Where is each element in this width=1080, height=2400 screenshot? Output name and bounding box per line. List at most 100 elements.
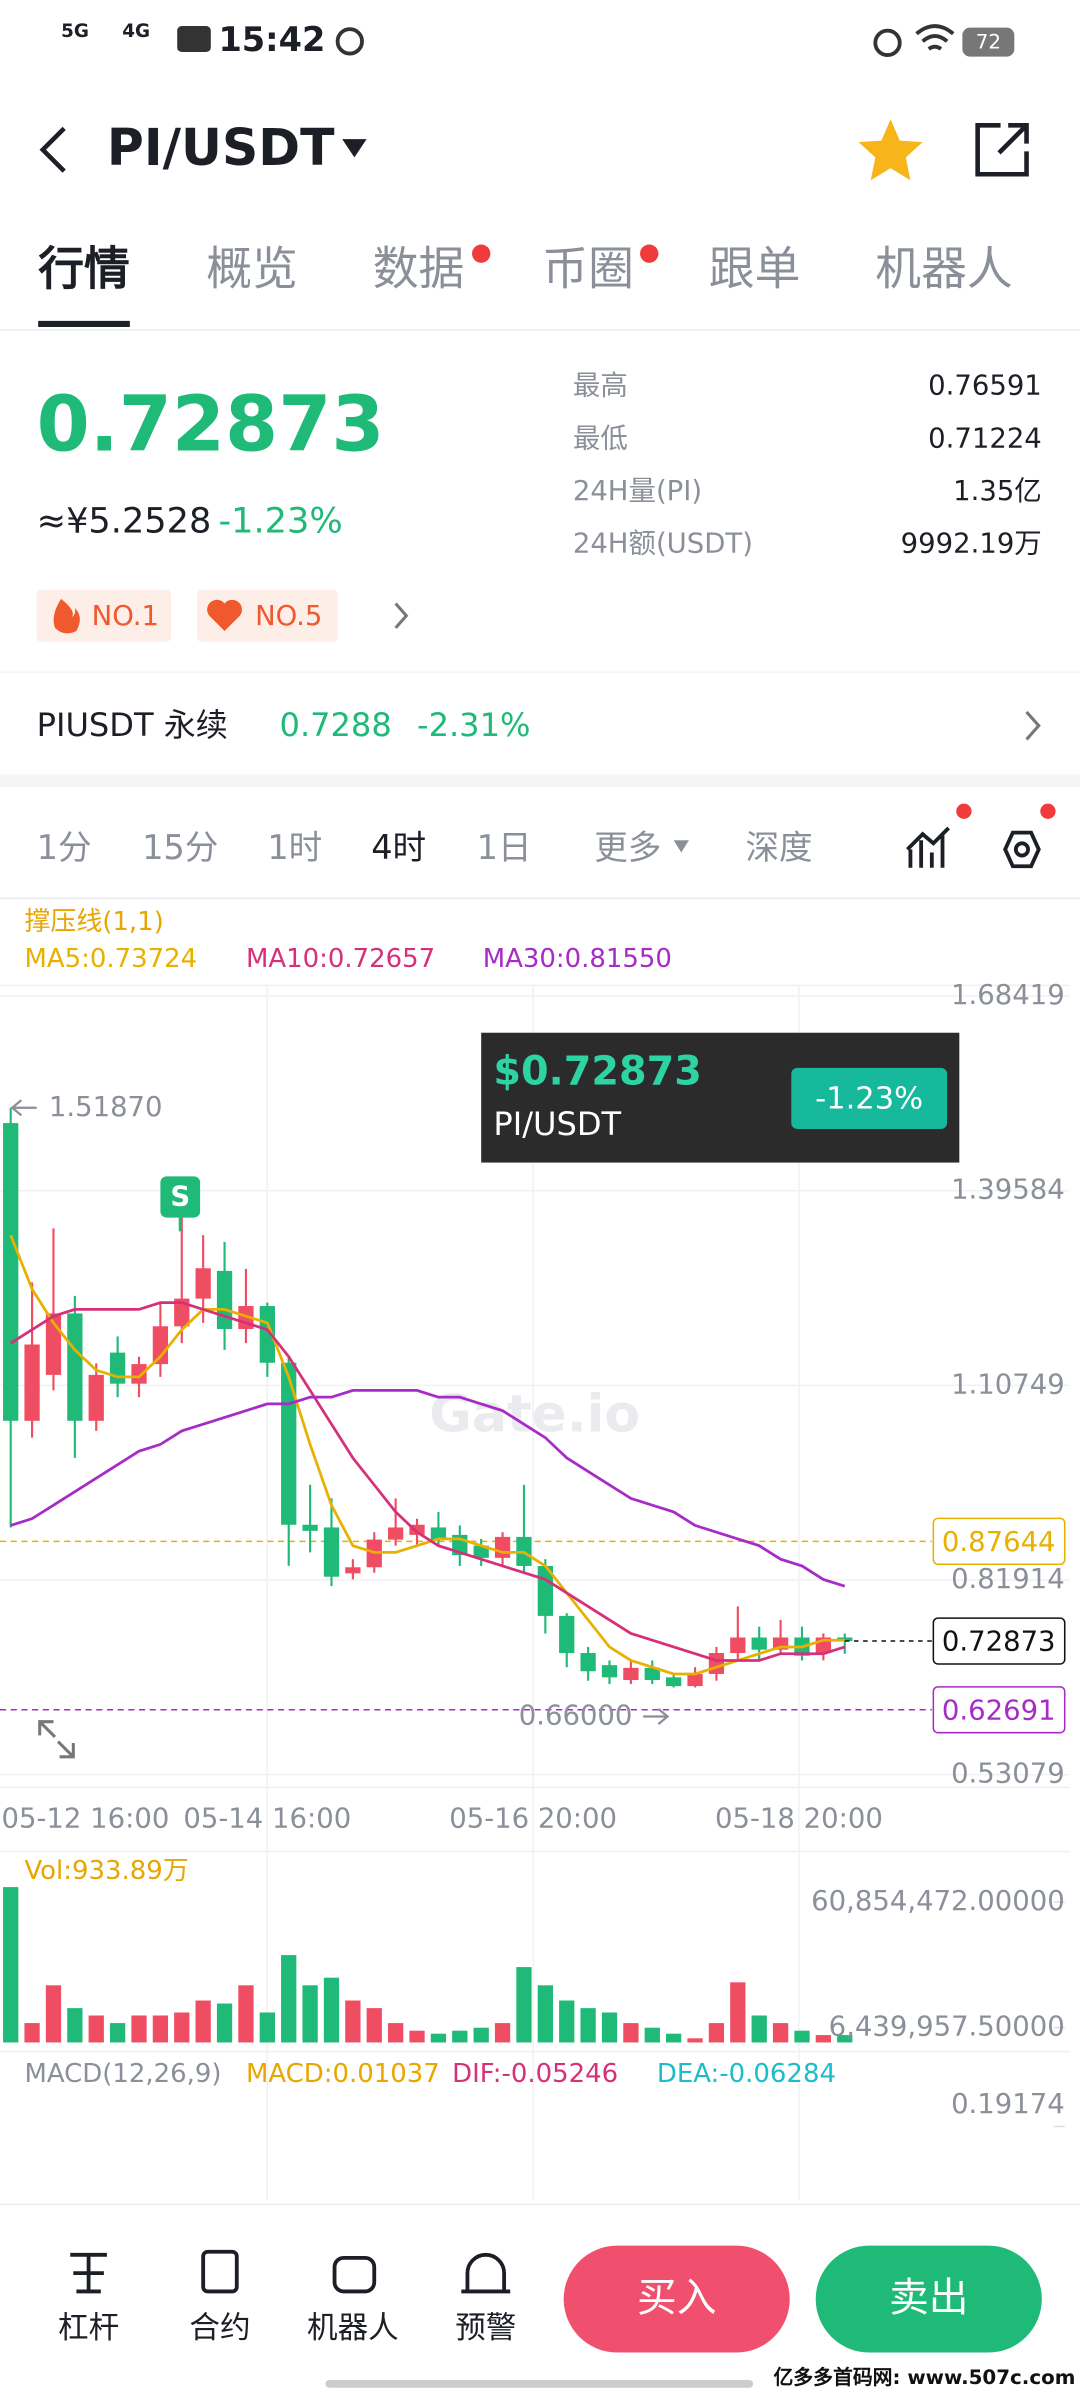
volume-bar bbox=[751, 2015, 767, 2043]
ma-legend: MA30:0.81550 bbox=[483, 944, 672, 974]
home-indicator bbox=[325, 2380, 754, 2388]
chevron[interactable] bbox=[394, 602, 409, 629]
tooltip-change: -1.23% bbox=[815, 1081, 923, 1116]
level-tag bbox=[932, 1517, 1066, 1566]
candle-body bbox=[281, 1362, 297, 1525]
indicator-button[interactable] bbox=[906, 826, 950, 868]
nav-icon bbox=[70, 2252, 107, 2294]
candle-body bbox=[730, 1637, 746, 1654]
volume-bar bbox=[601, 2012, 618, 2043]
back-button[interactable] bbox=[39, 126, 66, 173]
more-dropdown[interactable] bbox=[673, 840, 689, 853]
tab[interactable]: 机器人 bbox=[875, 241, 1012, 295]
tooltip-pair: PI/USDT bbox=[493, 1105, 621, 1143]
tab[interactable]: 概览 bbox=[206, 241, 298, 295]
cny-price: ≈¥5.2528 bbox=[37, 501, 212, 542]
interval[interactable]: 1时 bbox=[267, 828, 322, 867]
tab[interactable]: 跟单 bbox=[709, 241, 801, 295]
nav-icon bbox=[201, 2249, 239, 2294]
stat-label: 最低 bbox=[573, 422, 628, 454]
candle-body bbox=[174, 1298, 190, 1327]
ma-legend: MA5:0.73724 bbox=[24, 944, 197, 974]
macd-legend: DIF:-0.05246 bbox=[452, 2059, 618, 2089]
y-tick-label: 1.68419 bbox=[951, 979, 1065, 1011]
clock: 15:42 bbox=[218, 20, 325, 59]
candle-body bbox=[152, 1326, 169, 1365]
hd-icon bbox=[177, 26, 211, 53]
perpetual-price: 0.7288 bbox=[280, 706, 392, 744]
ma-line bbox=[9, 1301, 846, 1662]
last-price-tag bbox=[932, 1617, 1066, 1665]
expand-button[interactable] bbox=[38, 1720, 75, 1759]
nav-label[interactable]: 预警 bbox=[455, 2311, 516, 2346]
candle-body bbox=[195, 1268, 211, 1299]
volume-bar bbox=[772, 2023, 789, 2043]
low-arrow bbox=[643, 1707, 670, 1725]
high-arrow bbox=[10, 1099, 37, 1117]
candle-body bbox=[430, 1527, 447, 1540]
volume-bar bbox=[666, 2033, 682, 2043]
candle-body bbox=[494, 1536, 511, 1558]
app-icon bbox=[335, 27, 364, 56]
buy-button[interactable] bbox=[563, 2245, 790, 2353]
badge-dot bbox=[1040, 803, 1056, 819]
volume-bar bbox=[708, 2023, 725, 2043]
wifi-icon bbox=[915, 24, 955, 51]
interval[interactable]: 深度 bbox=[745, 828, 812, 867]
buy-label: 买入 bbox=[637, 2275, 716, 2321]
interval[interactable]: 更多 bbox=[594, 828, 661, 867]
favorite-star[interactable] bbox=[858, 119, 923, 181]
stat-label: 24H量(PI) bbox=[573, 475, 702, 507]
volume-bar bbox=[516, 1967, 532, 2043]
pair-dropdown[interactable] bbox=[342, 139, 367, 158]
nav-icon bbox=[461, 2252, 511, 2294]
sell-button[interactable] bbox=[815, 2245, 1042, 2353]
chevron[interactable] bbox=[1025, 710, 1041, 741]
pair-title[interactable]: PI/USDT bbox=[107, 118, 335, 177]
tab[interactable]: 币圈 bbox=[542, 241, 634, 295]
low-label: 0.66000 bbox=[519, 1699, 633, 1731]
candle-body bbox=[666, 1677, 682, 1687]
battery-level: 72 bbox=[976, 30, 1001, 53]
nav-label[interactable]: 合约 bbox=[189, 2311, 250, 2346]
candle-body bbox=[109, 1352, 126, 1384]
y-tick-label: 0.53079 bbox=[951, 1758, 1065, 1790]
settings-button[interactable] bbox=[1003, 830, 1041, 869]
tab[interactable]: 数据 bbox=[373, 241, 465, 295]
y-tick-label: 1.10749 bbox=[951, 1368, 1065, 1400]
volume-bar bbox=[837, 2035, 853, 2043]
tab-indicator bbox=[38, 320, 130, 327]
nav-label[interactable]: 机器人 bbox=[307, 2311, 399, 2346]
nav: 杠杆 合约 机器人 预警 bbox=[58, 2311, 516, 2346]
ma-line bbox=[10, 1389, 846, 1588]
alarm-icon bbox=[873, 28, 902, 57]
tooltip-price: $0.72873 bbox=[493, 1048, 701, 1094]
x-tick-label: 05-18 20:00 bbox=[715, 1802, 883, 1834]
macd-legend: MACD:0.01037 bbox=[246, 2059, 440, 2089]
perpetual-change: -2.31% bbox=[417, 706, 530, 744]
interval[interactable]: 1分 bbox=[37, 828, 92, 867]
badge-dot bbox=[640, 244, 659, 263]
tab-bar: 行情 概览 数据 币圈 跟单 机器人 bbox=[38, 241, 1013, 295]
interval[interactable]: 1日 bbox=[477, 828, 532, 867]
candle-body bbox=[302, 1524, 318, 1531]
candle-body bbox=[623, 1667, 639, 1681]
nav-label[interactable]: 杠杆 bbox=[58, 2311, 119, 2346]
volume-bar bbox=[366, 2008, 382, 2043]
last-price: 0.72873 bbox=[37, 380, 385, 469]
interval[interactable]: 15分 bbox=[142, 828, 218, 867]
volume-bar bbox=[473, 2027, 489, 2043]
volume-bar bbox=[623, 2023, 639, 2043]
volume-bar bbox=[794, 2030, 810, 2043]
watermark: Gate.io bbox=[429, 1385, 640, 1445]
tab[interactable]: 行情 bbox=[38, 241, 130, 295]
volume-bar bbox=[452, 2030, 468, 2043]
share-button[interactable] bbox=[975, 123, 1029, 177]
perpetual-name[interactable]: PIUSDT 永续 bbox=[37, 706, 228, 744]
stat-value: 1.35亿 bbox=[953, 475, 1042, 507]
fire-icon bbox=[53, 598, 80, 634]
interval[interactable]: 4时 bbox=[371, 828, 426, 867]
last-price-label: 0.72873 bbox=[942, 1626, 1056, 1658]
candle-body bbox=[473, 1545, 489, 1558]
